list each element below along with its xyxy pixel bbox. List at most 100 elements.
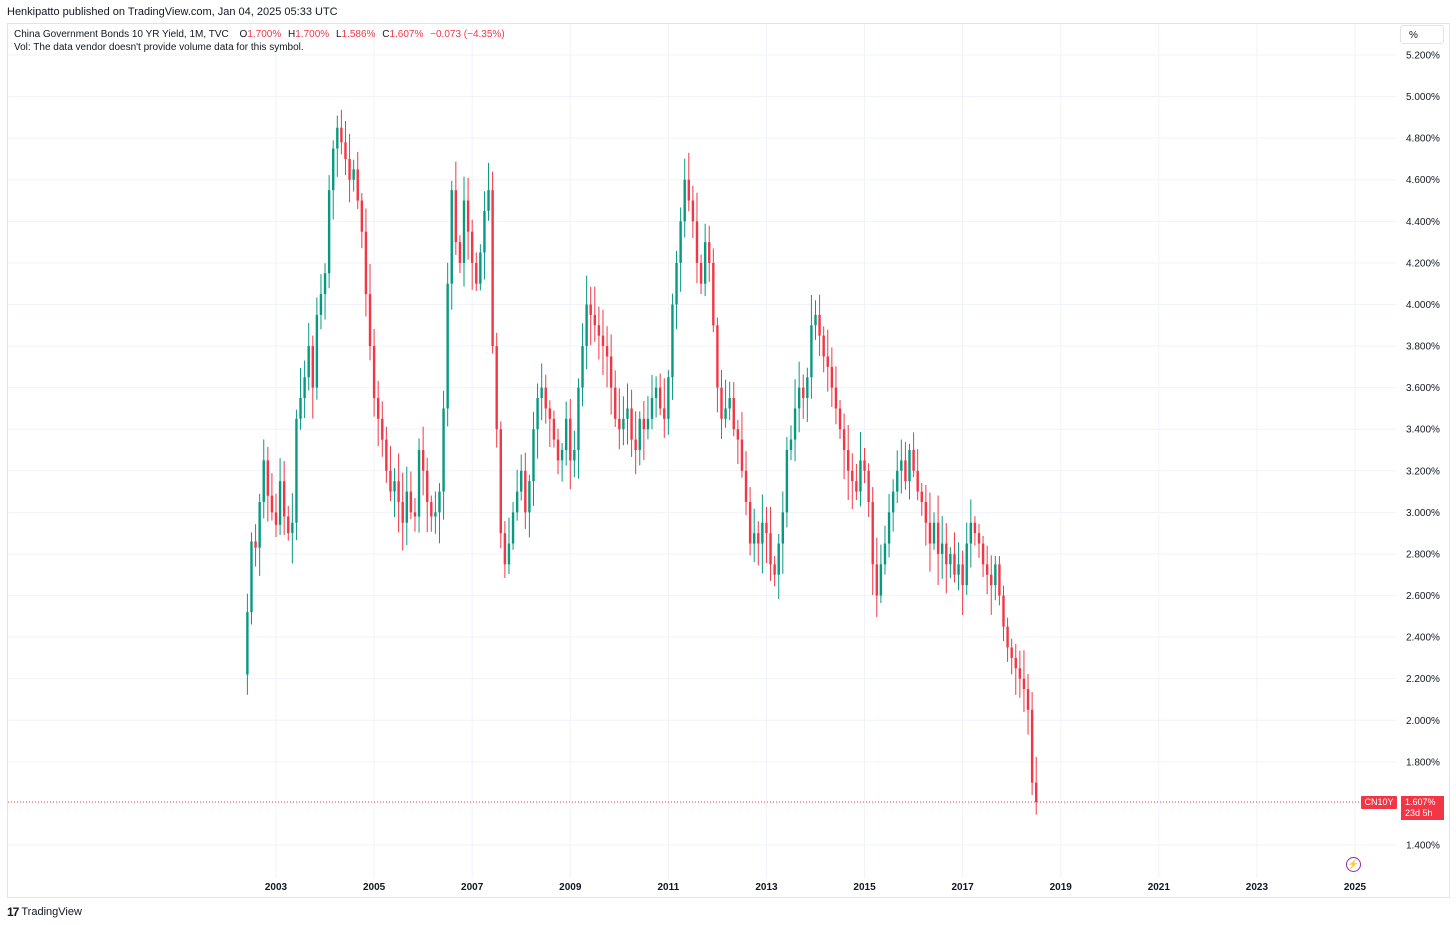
legend-change: −0.073 (−4.35%)	[430, 29, 505, 40]
candle-body	[540, 387, 543, 399]
candle-body	[675, 262, 678, 305]
candle-body	[687, 179, 690, 201]
candle-body	[462, 200, 466, 263]
tradingview-logo-icon: 17	[7, 905, 19, 919]
candle-body	[769, 533, 772, 565]
candle-body	[887, 512, 891, 544]
candle-body	[442, 408, 445, 492]
candle-body	[679, 221, 682, 263]
candle-body	[544, 387, 547, 409]
candle-body	[961, 564, 964, 586]
candle-body	[413, 512, 417, 517]
candle-body	[834, 387, 838, 409]
candle-body	[973, 522, 977, 534]
candle-body	[532, 429, 535, 482]
candle-body	[879, 564, 883, 596]
candle-body	[1026, 689, 1030, 710]
candle-body	[524, 470, 527, 513]
candle-body	[491, 190, 494, 347]
candle-body	[654, 387, 658, 399]
candle-body	[278, 481, 282, 525]
candle-body	[781, 512, 785, 544]
candle-body	[246, 612, 249, 675]
candle-body	[560, 450, 564, 461]
candle-body	[577, 387, 580, 450]
candle-body	[810, 325, 813, 378]
candle-body	[695, 221, 699, 263]
candle-body	[605, 346, 609, 357]
candle-body	[658, 387, 662, 409]
candle-body	[720, 387, 723, 419]
candle-body	[332, 148, 335, 191]
candle-body	[475, 262, 478, 284]
candle-body	[495, 346, 498, 430]
candle-body	[287, 516, 290, 534]
candle-body	[311, 346, 314, 388]
candle-body	[953, 553, 956, 575]
candle-body	[838, 408, 842, 430]
candle-body	[891, 491, 895, 513]
candle-body	[732, 398, 735, 430]
candle-body	[336, 127, 339, 149]
y-tick-label: 1.800%	[1406, 757, 1440, 768]
y-tick-label: 4.000%	[1406, 300, 1440, 311]
y-tick-label: 3.600%	[1406, 383, 1440, 394]
candle-body	[855, 481, 858, 492]
y-tick-label: 3.400%	[1406, 425, 1440, 436]
tradingview-brand-text: TradingView	[21, 906, 82, 918]
last-price-value: 1.607%	[1405, 797, 1436, 807]
candle-body	[646, 418, 650, 430]
candle-body	[650, 398, 654, 419]
candle-body	[340, 127, 343, 143]
candle-body	[985, 564, 989, 575]
candle-body	[977, 533, 981, 544]
candle-body	[724, 408, 727, 419]
candle-body	[368, 294, 372, 347]
candle-body	[401, 501, 404, 523]
lightning-event-icon[interactable]: ⚡	[1346, 857, 1361, 872]
candle-body	[699, 262, 703, 284]
candle-body	[941, 543, 944, 554]
candle-body	[638, 418, 641, 450]
candle-body	[426, 470, 429, 502]
candle-body	[597, 325, 601, 336]
candle-body	[957, 564, 960, 575]
candle-body	[327, 190, 331, 274]
candle-body	[364, 231, 368, 295]
candle-body	[356, 169, 359, 201]
candle-body	[875, 564, 879, 596]
candle-body	[307, 346, 310, 378]
candle-body	[352, 169, 355, 180]
candle-body	[736, 429, 740, 440]
candle-body	[663, 408, 666, 419]
x-tick-label: 2011	[658, 882, 680, 893]
chart-panel[interactable]	[7, 23, 1450, 898]
legend-high-label: H	[288, 29, 296, 40]
published-by-text: Henkipatto published on TradingView.com,…	[7, 6, 338, 18]
candle-body	[867, 470, 870, 502]
candle-body	[1030, 709, 1034, 783]
candle-body	[981, 543, 985, 565]
candle-body	[421, 450, 425, 471]
legend-low-label: L	[335, 29, 342, 40]
candle-body	[376, 398, 380, 419]
candle-body	[405, 491, 408, 523]
percent-scale-button[interactable]: %	[1400, 25, 1444, 44]
candle-body	[912, 450, 915, 471]
x-tick-label: 2009	[559, 882, 582, 893]
candle-body	[936, 522, 940, 554]
x-tick-label: 2003	[265, 882, 288, 893]
y-tick-label: 1.400%	[1406, 841, 1440, 852]
legend-close-value: 1.607%	[389, 29, 424, 40]
candle-body	[389, 470, 392, 492]
candle-body	[1002, 595, 1005, 627]
footer-branding[interactable]: 17 TradingView	[7, 905, 82, 919]
candle-body	[385, 439, 388, 471]
candle-body	[585, 304, 588, 347]
y-tick-label: 3.000%	[1406, 508, 1440, 519]
candle-body	[793, 408, 797, 440]
candle-body	[360, 200, 364, 232]
candle-body	[315, 314, 319, 388]
chart-legend: China Government Bonds 10 YR Yield, 1M, …	[14, 28, 505, 54]
